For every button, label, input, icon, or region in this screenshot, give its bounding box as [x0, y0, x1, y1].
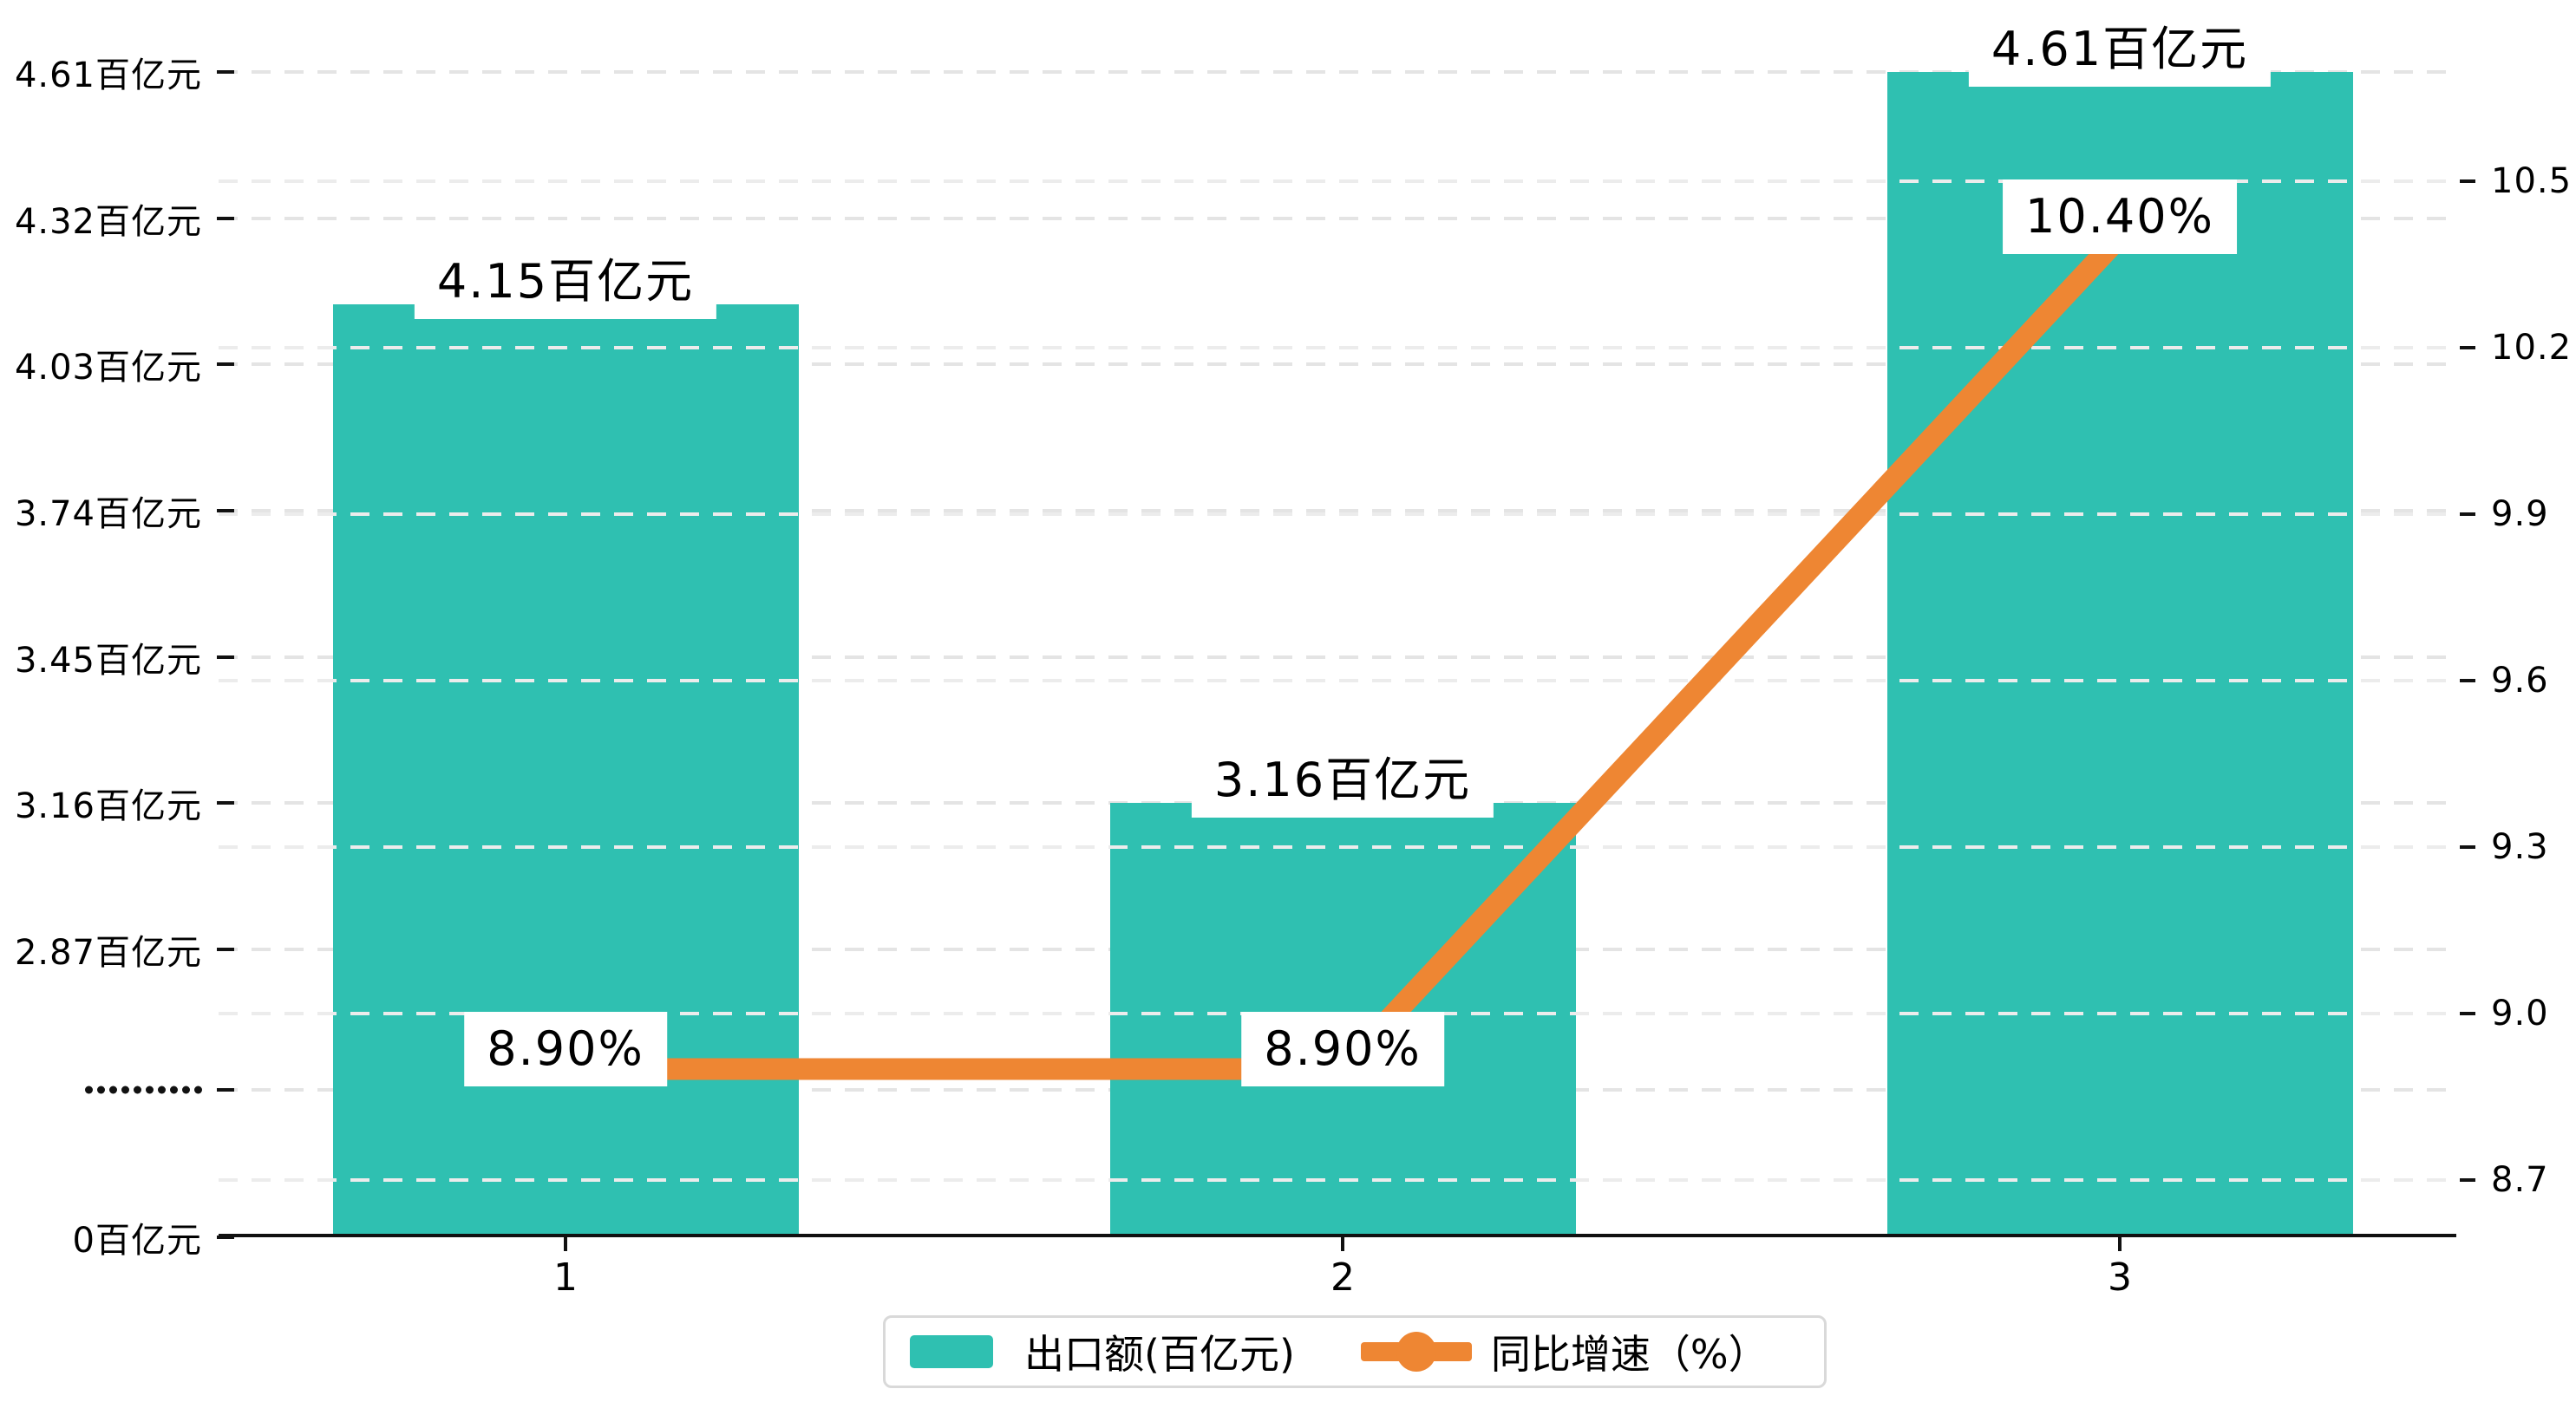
legend-box: 出口额(百亿元) 同比增速（%）: [883, 1315, 1827, 1388]
gridline-right-axis: [219, 179, 2456, 183]
right-axis-tick-mark: [2460, 1178, 2475, 1182]
right-axis-tick-label: 9.9: [2491, 494, 2549, 534]
legend-bar-swatch[interactable]: [910, 1335, 993, 1368]
gridline-left-axis: [219, 216, 2456, 220]
x-axis-category-label: 2: [1330, 1255, 1355, 1300]
right-axis-tick-mark: [2460, 679, 2475, 682]
legend-line-label[interactable]: 同比增速（%）: [1490, 1331, 1769, 1378]
right-axis-tick-mark: [2460, 346, 2475, 349]
left-axis-tick-mark: [217, 1088, 234, 1092]
break-dot: [158, 1086, 166, 1094]
left-axis-tick-mark: [217, 655, 234, 659]
x-axis-category-label: 3: [2108, 1255, 2132, 1300]
left-axis-tick-mark: [217, 362, 234, 367]
gridline-right-axis: [219, 512, 2456, 516]
x-axis-category-label: 1: [553, 1255, 578, 1300]
left-axis-tick-label: 3.45百亿元: [14, 640, 202, 681]
left-axis-tick-label: 3.16百亿元: [14, 786, 202, 827]
x-axis-tick-mark: [1341, 1237, 1344, 1251]
gridline-left-axis: [219, 362, 2456, 367]
gridline-left-axis: [219, 509, 2456, 513]
gridline-right-axis: [219, 679, 2456, 682]
line-percent-label: 8.90%: [1241, 1012, 1444, 1086]
left-axis-tick-mark: [217, 1236, 234, 1239]
growth-line: [554, 225, 2131, 1080]
break-dot: [134, 1086, 141, 1094]
bar-export-value: [1886, 72, 2353, 1235]
left-axis-tick-label: 4.32百亿元: [14, 201, 202, 242]
line-percent-label: 8.90%: [464, 1012, 667, 1086]
left-axis-tick-label: 3.74百亿元: [14, 494, 202, 535]
left-axis-tick-mark: [217, 948, 234, 951]
legend-line-marker-icon[interactable]: [1360, 1331, 1472, 1373]
left-axis-tick-label: 4.03百亿元: [14, 348, 202, 388]
left-axis-tick-label: 2.87百亿元: [14, 933, 202, 973]
right-axis-tick-label: 9.3: [2491, 827, 2549, 867]
x-axis-tick-mark: [2118, 1237, 2122, 1251]
gridline-left-axis: [219, 655, 2456, 659]
right-axis-tick-label: 10.2: [2491, 328, 2573, 368]
legend-bar-label[interactable]: 出口额(百亿元): [1024, 1331, 1295, 1378]
bar-value-label: 3.16百亿元: [1191, 743, 1494, 818]
left-axis-tick-label: 4.61百亿元: [14, 55, 202, 96]
break-dot: [170, 1086, 178, 1094]
right-axis-tick-label: 8.7: [2491, 1160, 2549, 1200]
bar-value-label: 4.15百亿元: [414, 244, 717, 319]
line-percent-label: 10.40%: [2003, 179, 2237, 254]
right-axis-tick-label: 9.6: [2491, 661, 2549, 701]
right-axis-tick-mark: [2460, 512, 2475, 516]
x-axis-tick-mark: [564, 1237, 567, 1251]
left-axis-tick-mark: [217, 70, 234, 75]
right-axis-tick-mark: [2460, 1012, 2475, 1015]
gridline-right-axis: [219, 346, 2456, 349]
break-dot: [85, 1086, 93, 1094]
left-axis-break-dots: [85, 1086, 202, 1094]
right-axis-tick-mark: [2460, 845, 2475, 849]
left-axis-tick-label: 0百亿元: [72, 1221, 202, 1261]
gridline-left-axis: [219, 70, 2456, 75]
right-axis-tick-mark: [2460, 179, 2475, 183]
gridline-right-axis: [219, 1178, 2456, 1182]
break-dot: [194, 1086, 202, 1094]
right-axis-tick-label: 10.5: [2491, 161, 2573, 201]
break-dot: [109, 1086, 117, 1094]
bar-value-label: 4.61百亿元: [1968, 12, 2272, 88]
x-axis-line: [219, 1234, 2456, 1237]
break-dot: [121, 1086, 129, 1094]
gridline-right-axis: [219, 845, 2456, 849]
left-axis-tick-mark: [217, 801, 234, 805]
legend-line-dot: [1396, 1332, 1436, 1372]
break-dot: [97, 1086, 105, 1094]
left-axis-tick-mark: [217, 509, 234, 513]
break-dot: [146, 1086, 154, 1094]
left-axis-tick-mark: [217, 216, 234, 220]
break-dot: [182, 1086, 190, 1094]
right-axis-tick-label: 9.0: [2491, 994, 2549, 1034]
